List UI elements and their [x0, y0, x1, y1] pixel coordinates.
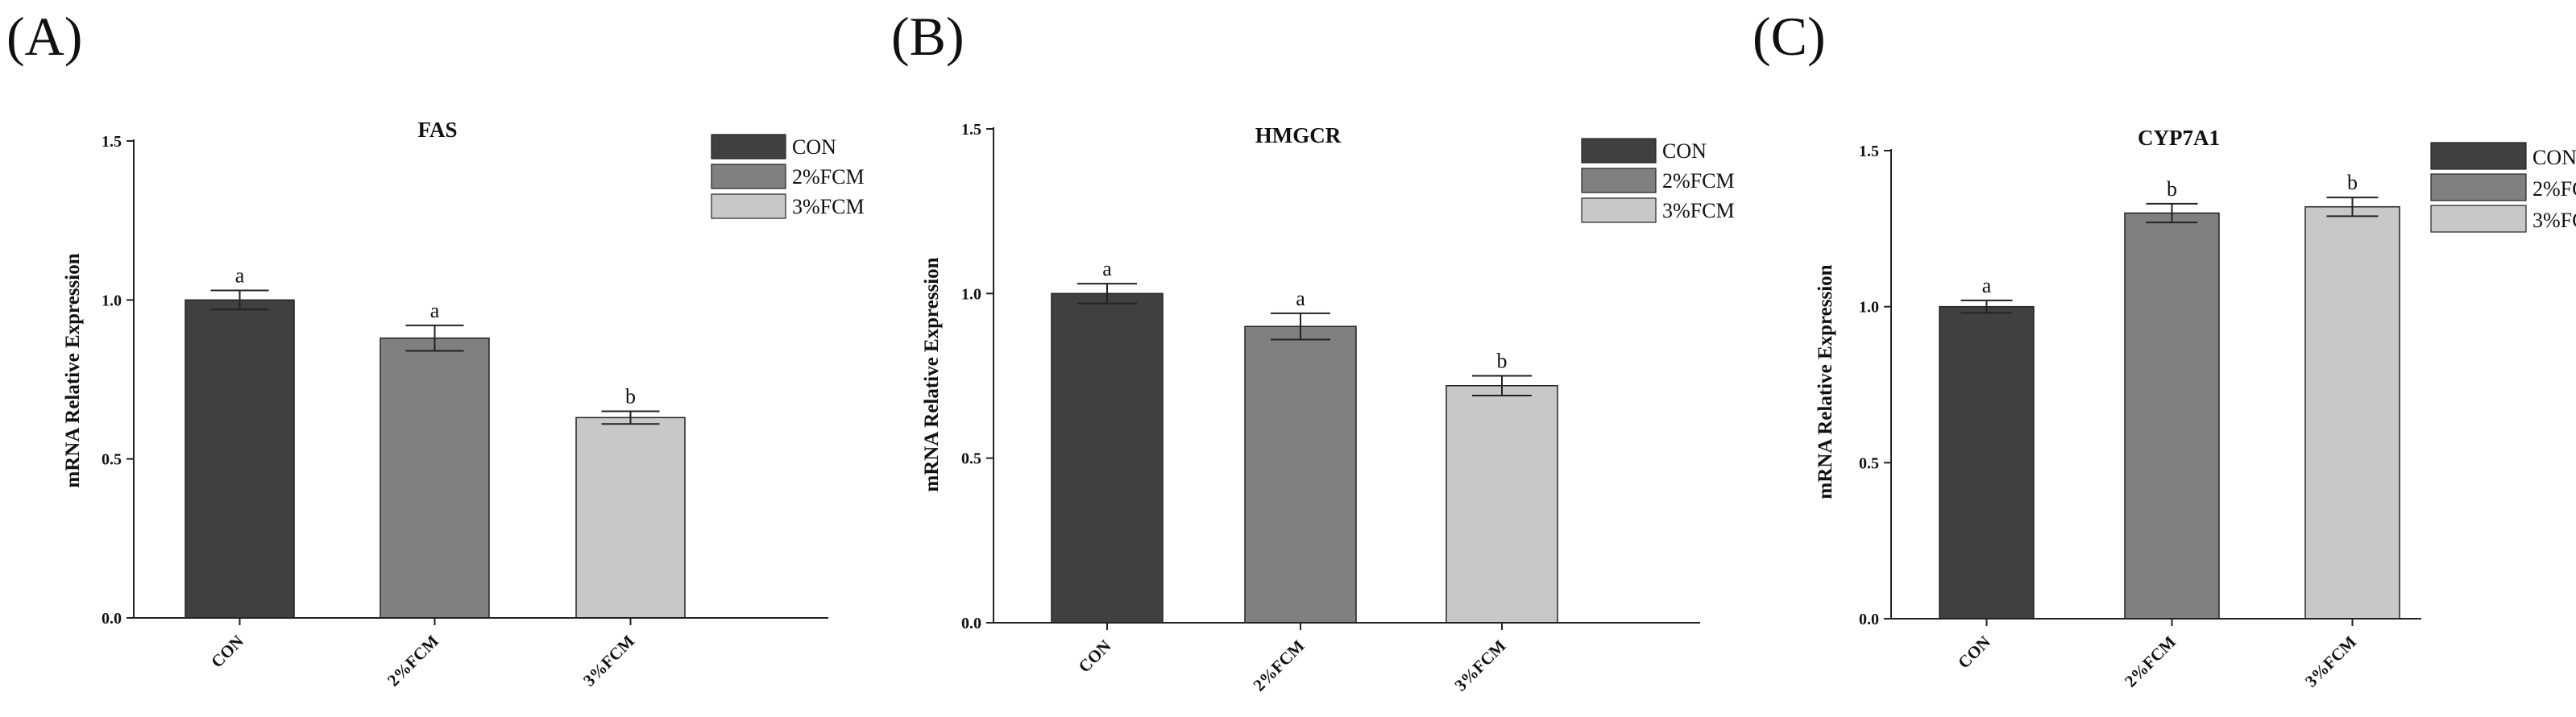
error-bar-CON	[210, 289, 269, 311]
error-bar-3%FCM	[1472, 375, 1532, 397]
significance-letter: b	[1497, 350, 1508, 373]
legend: CON 2%FCM 3%FCM	[1581, 138, 1735, 223]
x-tick-label: 2%FCM	[1249, 636, 1308, 694]
bar-3%FCM	[1446, 385, 1558, 624]
error-bar-2%FCM	[2146, 202, 2198, 224]
y-tick-label: 0.5	[1859, 454, 1879, 472]
chart-panel-2: (B) HMGCR mRNA Relative Expression a CON a 2%F…	[891, 6, 1735, 695]
x-tick-label: CON	[1954, 632, 1994, 673]
x-tick-label: CON	[1075, 636, 1115, 677]
legend-swatch-2%FCM	[2430, 173, 2527, 201]
y-axis-title: mRNA Relative Expression	[921, 257, 943, 491]
x-tick-label: 2%FCM	[384, 631, 442, 690]
legend-swatch-2%FCM	[1581, 168, 1657, 193]
significance-letter: a	[1296, 287, 1305, 310]
bar-3%FCM	[2304, 205, 2400, 620]
y-tick-label: 1.0	[102, 292, 122, 309]
panel-label: (A)	[6, 6, 82, 67]
chart-title: CYP7A1	[2138, 126, 2220, 150]
legend-swatch-CON	[1581, 138, 1657, 164]
legend-label: CON	[792, 135, 836, 159]
significance-letter: b	[2167, 177, 2177, 201]
y-tick-label: 1.5	[1859, 143, 1879, 160]
y-tick-label: 1.5	[961, 121, 981, 139]
y-tick-label: 0.5	[102, 451, 122, 469]
error-bar-2%FCM	[405, 324, 464, 352]
bar-CON	[1939, 305, 2035, 620]
bar-2%FCM	[380, 337, 490, 619]
error-bar-2%FCM	[1271, 312, 1330, 341]
x-tick-label: 3%FCM	[2301, 632, 2360, 690]
legend-label: CON	[2532, 146, 2576, 169]
chart-title: FAS	[417, 118, 457, 142]
legend-label: CON	[1662, 139, 1707, 163]
significance-letter: a	[1102, 257, 1112, 280]
legend: CON 2%FCM 3%FCM	[2430, 142, 2576, 233]
legend-swatch-CON	[2430, 142, 2527, 170]
legend-label: 3%FCM	[2532, 209, 2576, 232]
x-tick-label: 3%FCM	[1450, 636, 1509, 694]
chart-title: HMGCR	[1255, 123, 1342, 147]
chart-panel-3: (C) CYP7A1 mRNA Relative Expression a CON b 2%…	[1753, 6, 2576, 691]
panel-label: (C)	[1753, 6, 1826, 67]
legend-swatch-CON	[711, 134, 786, 160]
y-tick-label: 1.5	[102, 133, 122, 151]
chart-panel-1: (A) FAS mRNA Relative Expression a CON a 2%FCM…	[6, 6, 865, 690]
error-bar-3%FCM	[601, 410, 660, 425]
legend-label: 3%FCM	[792, 195, 865, 218]
legend-swatch-3%FCM	[711, 193, 786, 219]
bar-2%FCM	[2124, 212, 2220, 620]
y-tick-label: 0.0	[102, 610, 122, 628]
y-axis-title: mRNA Relative Expression	[1815, 264, 1836, 499]
legend-label: 2%FCM	[1662, 169, 1735, 193]
legend: CON 2%FCM 3%FCM	[711, 134, 865, 219]
y-tick-label: 0.0	[961, 615, 981, 632]
significance-letter: a	[1982, 274, 1992, 297]
legend-label: 2%FCM	[792, 165, 865, 189]
significance-letter: a	[235, 263, 245, 287]
panel-label: (B)	[891, 6, 964, 67]
y-tick-label: 1.0	[1859, 299, 1879, 317]
y-axis-title: mRNA Relative Expression	[62, 253, 84, 487]
legend-swatch-3%FCM	[2430, 205, 2527, 233]
bar-3%FCM	[575, 417, 686, 619]
significance-letter: b	[625, 384, 636, 408]
legend-swatch-2%FCM	[711, 164, 786, 189]
legend-label: 2%FCM	[2532, 177, 2576, 201]
x-tick-label: CON	[207, 632, 247, 672]
y-tick-label: 0.5	[961, 450, 981, 468]
error-bar-CON	[1960, 299, 2013, 314]
legend-label: 3%FCM	[1662, 199, 1735, 222]
legend-swatch-3%FCM	[1581, 197, 1657, 223]
error-bar-CON	[1077, 283, 1137, 305]
y-tick-label: 0.0	[1859, 611, 1879, 628]
bar-2%FCM	[1244, 325, 1357, 624]
x-tick-label: 3%FCM	[579, 631, 638, 690]
error-bar-3%FCM	[2326, 197, 2379, 218]
x-tick-label: 2%FCM	[2121, 632, 2180, 690]
significance-letter: b	[2347, 171, 2358, 194]
significance-letter: a	[430, 299, 440, 322]
bar-CON	[1051, 292, 1164, 624]
y-tick-label: 1.0	[961, 285, 981, 303]
bar-CON	[185, 299, 295, 619]
